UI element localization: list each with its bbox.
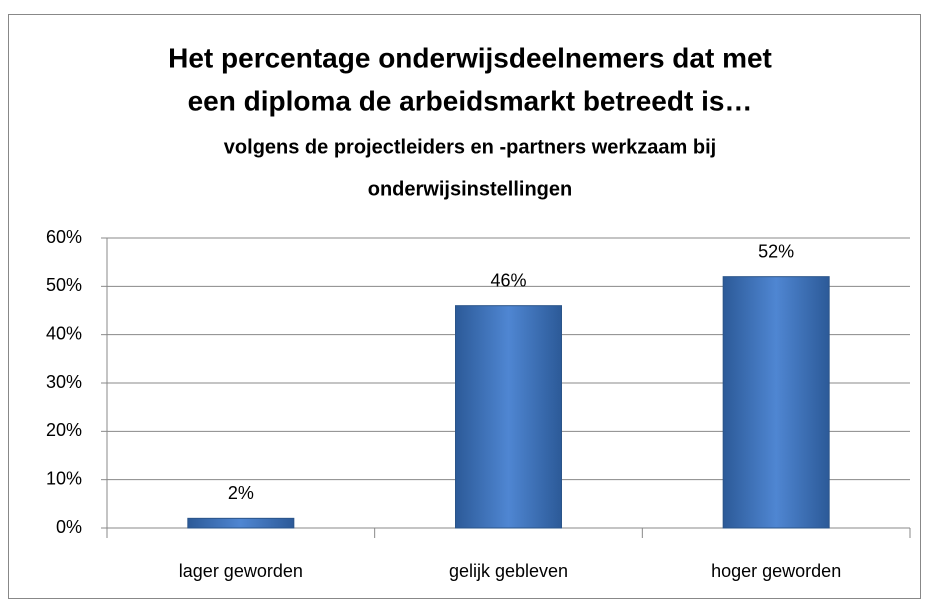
value-label: 46% — [490, 270, 526, 290]
y-tick-label: 20% — [46, 420, 82, 440]
x-tick-label: lager geworden — [179, 561, 303, 581]
value-label: 2% — [228, 483, 254, 503]
chart-title: een diploma de arbeidsmarkt betreedt is… — [188, 85, 753, 116]
bar — [455, 305, 562, 529]
bar — [187, 517, 295, 529]
x-tick-label: hoger geworden — [711, 561, 841, 581]
value-label: 52% — [758, 241, 794, 261]
y-tick-label: 30% — [46, 372, 82, 392]
chart-subtitle: onderwijsinstellingen — [368, 178, 572, 200]
chart-subtitle: volgens de projectleiders en -partners w… — [224, 136, 716, 158]
y-tick-label: 50% — [46, 275, 82, 295]
x-tick-label: gelijk gebleven — [449, 561, 568, 581]
chart-title: Het percentage onderwijsdeelnemers dat m… — [168, 42, 772, 73]
y-tick-label: 40% — [46, 323, 82, 343]
bar — [722, 276, 830, 529]
y-tick-label: 0% — [56, 517, 82, 537]
y-tick-label: 10% — [46, 468, 82, 488]
y-tick-label: 60% — [46, 227, 82, 247]
